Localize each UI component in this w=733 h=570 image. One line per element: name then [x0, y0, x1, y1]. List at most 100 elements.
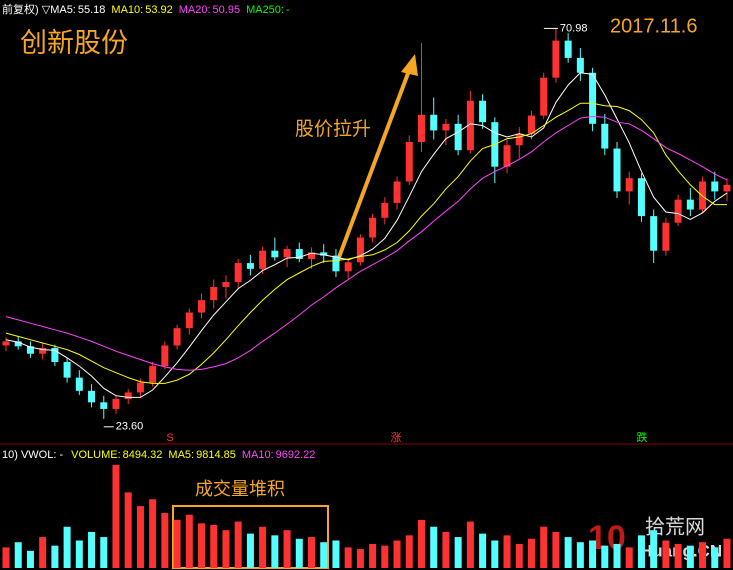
legend-value: 9814.85	[196, 449, 236, 461]
volume-bar	[283, 530, 291, 568]
price-legend: 前复权) ▽MA5: 55.18 MA10: 53.92 MA20: 50.95 MA250…	[2, 2, 290, 16]
candle-body	[26, 346, 34, 354]
volume-bar	[454, 537, 462, 568]
volume-bar	[356, 549, 364, 568]
volume-bar	[515, 543, 523, 568]
candle-body	[417, 114, 425, 142]
volume-bar	[650, 530, 658, 568]
candle-body	[14, 341, 22, 347]
candle-body	[405, 141, 413, 182]
volume-bar	[14, 542, 22, 568]
legend-name: MA10:	[111, 4, 143, 16]
volume-bar	[393, 540, 401, 568]
volume-bar	[564, 537, 572, 568]
legend-value: 9692.22	[276, 449, 316, 461]
volume-bar	[161, 513, 169, 568]
candle-body	[222, 282, 230, 287]
candle-body	[527, 115, 535, 134]
candle-body	[124, 392, 132, 400]
volume-bar	[332, 540, 340, 568]
volume-bar	[442, 531, 450, 568]
candle-body	[381, 202, 389, 218]
volume-legend: 10) VWOL: - VOLUME: 8494.32 MA5: 9814.85 MA10…	[2, 449, 315, 461]
candle-body	[112, 399, 120, 409]
legend-value: 8494.32	[123, 449, 163, 461]
candle-body	[149, 366, 157, 383]
candle-body	[515, 133, 523, 146]
candle-body	[63, 361, 71, 378]
volume-bar	[26, 550, 34, 568]
volume-bar	[2, 547, 10, 568]
date-label: 2017.11.6	[610, 15, 698, 37]
volume-bar	[430, 526, 438, 568]
candle-body	[576, 57, 584, 73]
candle-body	[662, 222, 670, 251]
candle-body	[589, 72, 597, 124]
candle-body	[295, 249, 303, 259]
volume-bar	[185, 514, 193, 568]
volume-bar	[723, 538, 731, 568]
candle-body	[613, 148, 621, 192]
candle-body	[234, 263, 242, 283]
candle-body	[540, 77, 548, 116]
volume-bar	[234, 521, 242, 568]
signal-marker: 跌	[637, 430, 648, 444]
legend-name: MA10:	[242, 449, 274, 461]
volume-bar	[503, 535, 511, 568]
volume-bar	[686, 545, 694, 568]
candle-body	[674, 199, 682, 223]
volume-bar	[295, 538, 303, 568]
volume-bar	[417, 519, 425, 568]
candle-body	[75, 377, 83, 391]
high-label: 70.98	[560, 22, 588, 34]
candle-body	[2, 341, 10, 346]
legend-value: -	[286, 4, 290, 16]
candle-body	[442, 123, 450, 131]
volume-bar	[601, 545, 609, 568]
candle-body	[552, 40, 560, 78]
candle-body	[686, 199, 694, 210]
volume-bar	[711, 547, 719, 568]
legend-prefix: 10) VWOL: -	[2, 449, 63, 461]
volume-bar	[88, 531, 96, 568]
volume-bar	[308, 537, 316, 568]
volume-bar	[344, 547, 352, 568]
volume-bar	[259, 526, 267, 568]
volume-bar	[381, 545, 389, 568]
candle-body	[39, 347, 47, 354]
candle-body	[466, 100, 474, 151]
candle-body	[51, 347, 59, 362]
volume-bar	[625, 547, 633, 568]
volume-bar	[637, 535, 645, 568]
candle-body	[161, 345, 169, 367]
candle-body	[136, 382, 144, 393]
signal-marker: S	[166, 432, 173, 444]
low-label: 23.60	[116, 421, 144, 433]
volume-bar	[613, 543, 621, 568]
candle-body	[356, 237, 364, 263]
volume-bar	[662, 540, 670, 568]
candle-body	[699, 181, 707, 210]
candle-body	[210, 286, 218, 301]
candle-body	[308, 252, 316, 259]
volume-bar	[75, 540, 83, 568]
volume-bar	[540, 526, 548, 568]
volume-bar	[552, 531, 560, 568]
volume-bar	[674, 543, 682, 568]
candle-body	[637, 178, 645, 217]
volume-bar	[246, 533, 254, 568]
annotation: 成交量堆积	[195, 479, 285, 499]
ma-line	[5, 102, 727, 384]
candle-body	[271, 250, 279, 258]
arrow-shaft	[333, 67, 412, 269]
candle-body	[601, 123, 609, 149]
candle-body	[454, 123, 462, 151]
chart-title: 创新股份	[20, 28, 128, 58]
candle-body	[430, 114, 438, 131]
volume-bar	[51, 545, 59, 568]
volume-bar	[405, 535, 413, 568]
candle-body	[479, 100, 487, 123]
volume-bar	[589, 540, 597, 568]
volume-bar	[699, 542, 707, 568]
volume-bar	[491, 540, 499, 568]
